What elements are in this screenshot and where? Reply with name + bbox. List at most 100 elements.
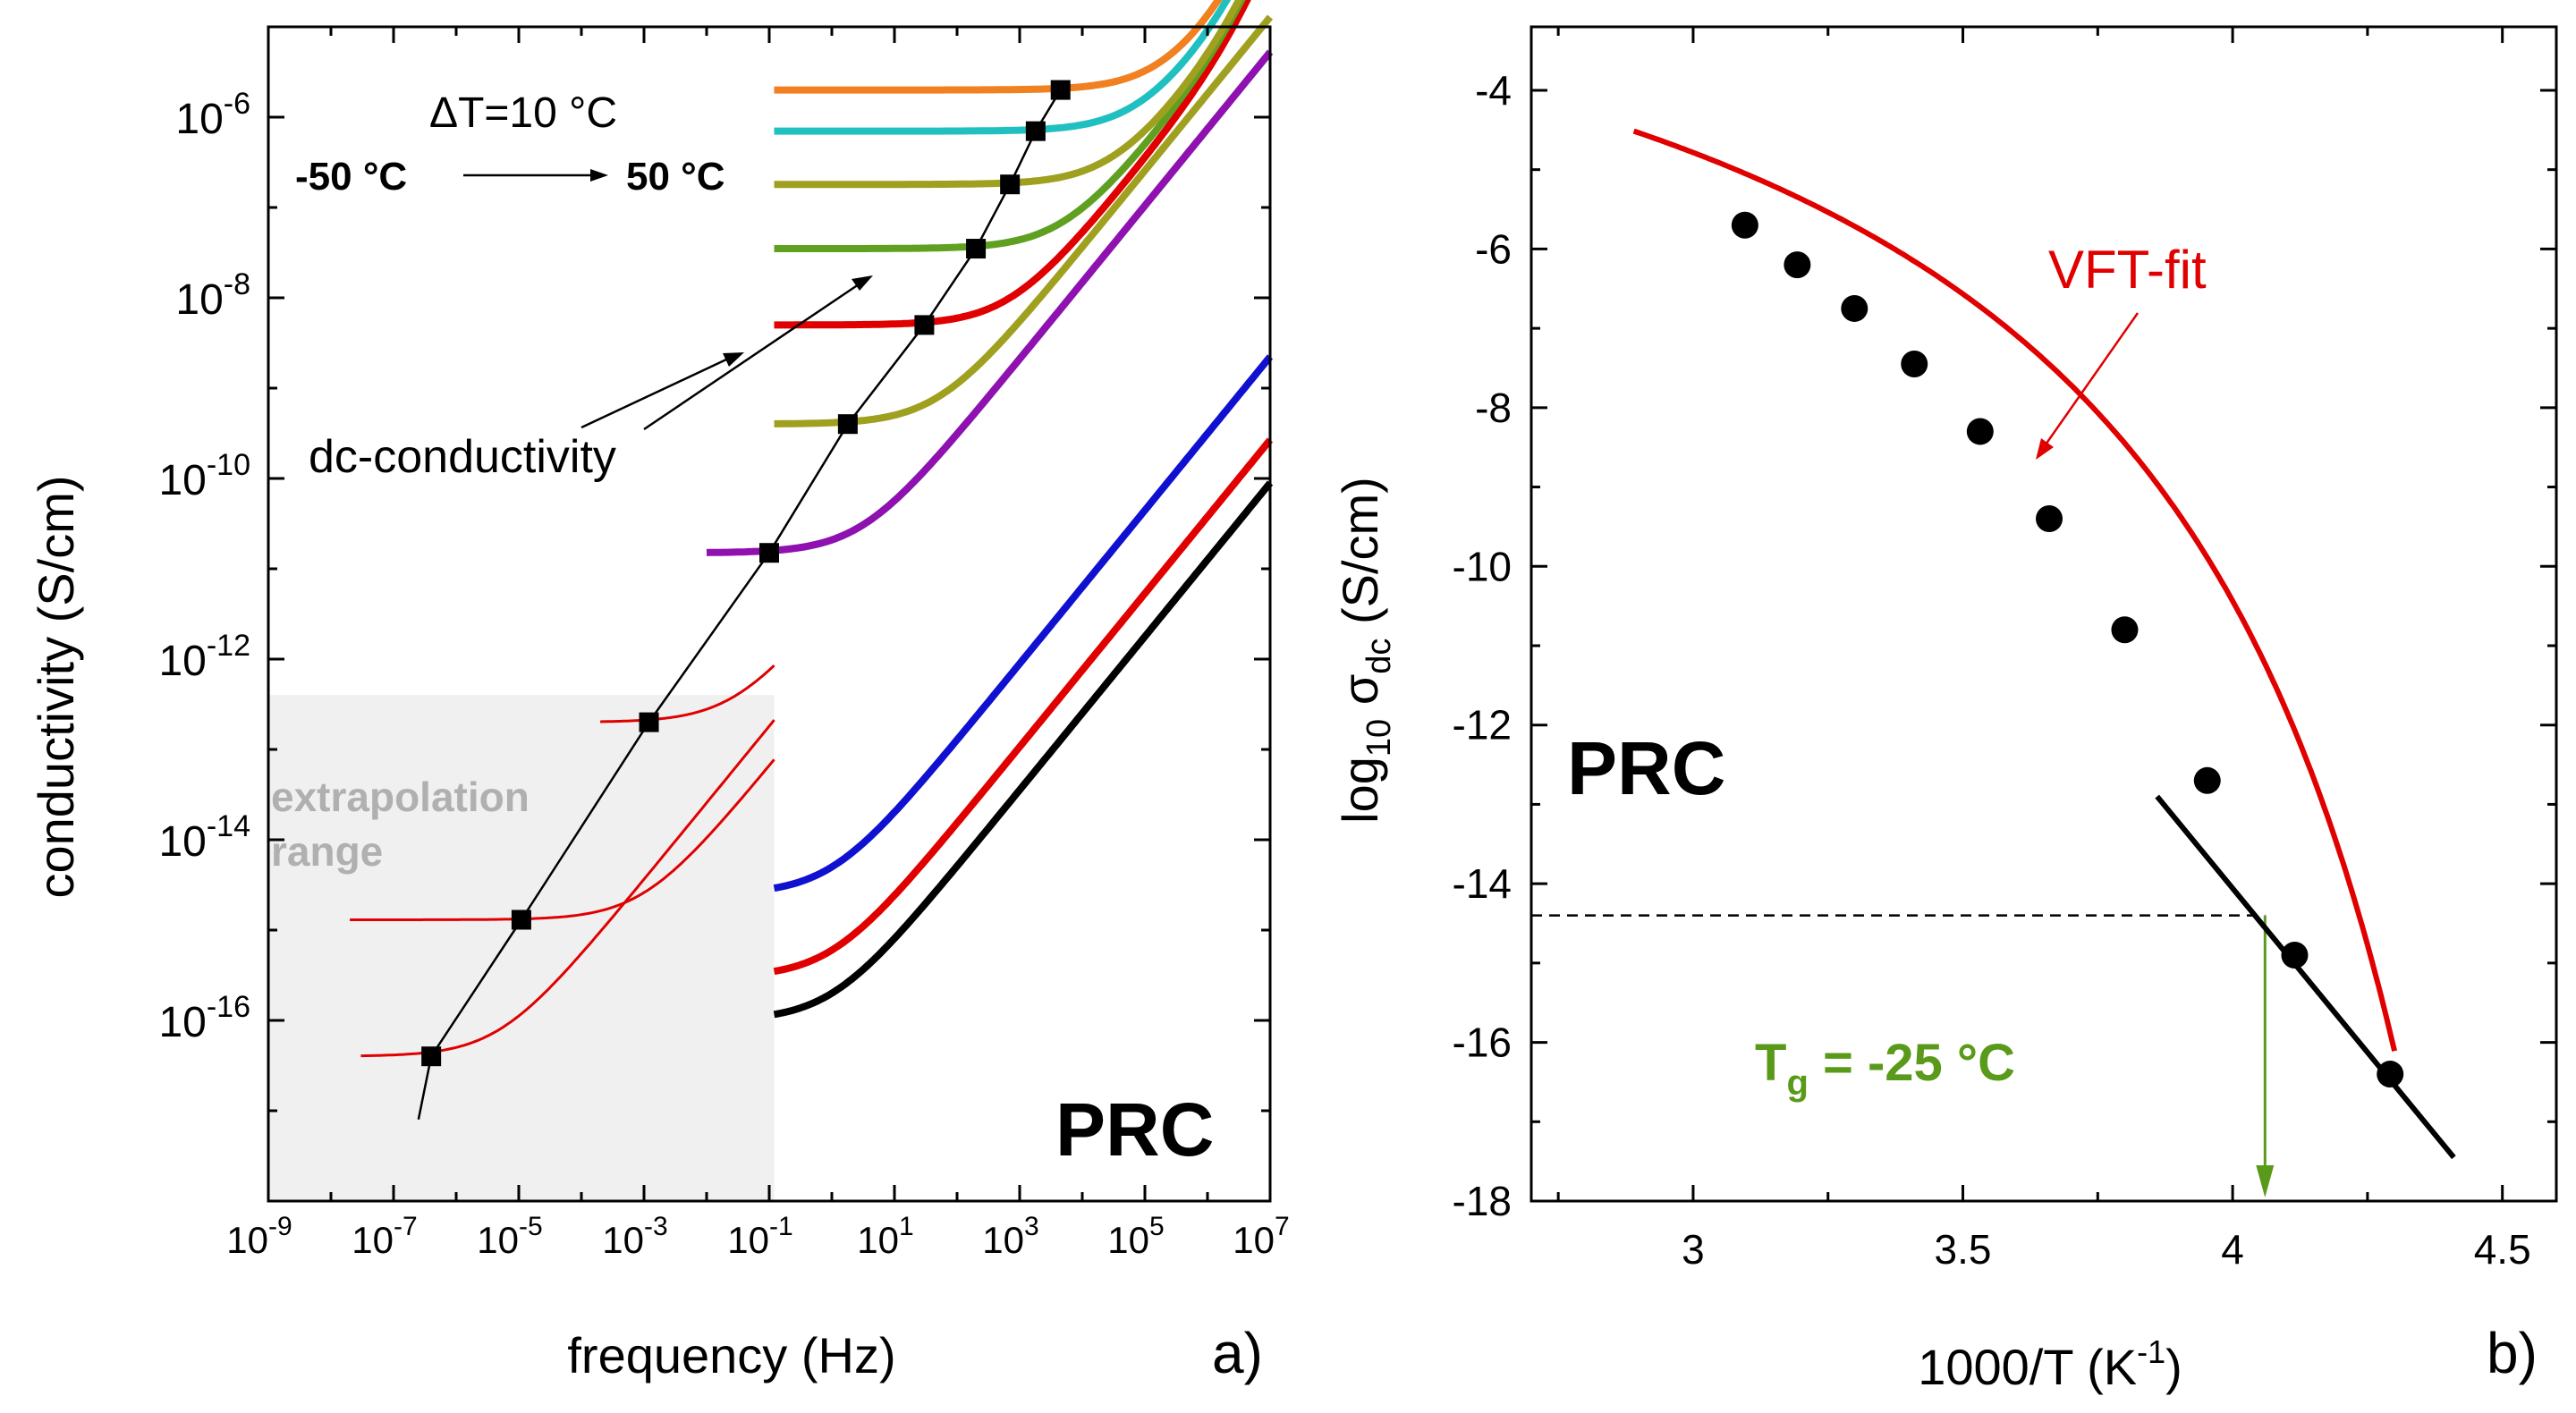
a-xtick-label-1: 10-7 — [352, 1212, 417, 1261]
a-ytick-label-3: 10-12 — [158, 629, 250, 685]
panel-a-xlabel: frequency (Hz) — [567, 1327, 895, 1383]
sigma-dc-point-9 — [2377, 1061, 2404, 1088]
dc-point-8 — [1025, 121, 1046, 141]
sigma-dc-point-5 — [2036, 505, 2063, 533]
curve-3 — [350, 758, 775, 921]
panel-b-xlabel-main: 1000/T (K — [1918, 1339, 2137, 1395]
curve-10 — [774, 0, 1246, 252]
b-ytick-label-7: -18 — [1453, 1178, 1512, 1224]
dc-arrow-1-head — [723, 352, 744, 367]
conductivity-curves — [350, 0, 1274, 1058]
a-xtick-label-3: 10-3 — [602, 1212, 667, 1261]
curve-0 — [773, 480, 1274, 1019]
vft-arrowhead — [2036, 438, 2054, 460]
tg-label-main: T — [1755, 1034, 1786, 1092]
panel-b-points — [1731, 211, 2404, 1088]
panel-b-sample-label: PRC — [1567, 726, 1725, 810]
panel-b: 3 3.5 4 4.5 -4 -6 -8 -10 -12 -14 -16 -18 1000/T (K-… — [1332, 25, 2558, 1395]
tg-label-rest: = -25 °C — [1809, 1034, 2015, 1092]
panel-b-xlabel-exp: -1 — [2137, 1333, 2165, 1370]
a-ytick-label-5: 10-16 — [158, 990, 250, 1046]
b-ytick-label-3: -10 — [1453, 543, 1512, 589]
dc-point-9 — [1050, 80, 1071, 100]
panel-a-label: a) — [1212, 1321, 1263, 1385]
a-xtick-label-4: 10-1 — [727, 1212, 792, 1261]
curve-11 — [774, 0, 1243, 189]
t-low-label: -50 °C — [295, 155, 407, 199]
vft-fit-curve — [1632, 128, 2398, 1052]
b-ytick-label-6: -16 — [1453, 1020, 1512, 1066]
panel-b-lines — [1531, 128, 2456, 1197]
dc-point-1 — [511, 910, 531, 930]
a-xtick-label-7: 105 — [1107, 1212, 1164, 1261]
extrapolation-range-shade — [268, 695, 775, 1201]
curve-4 — [773, 354, 1274, 893]
extrapolation-label-2: range — [271, 828, 383, 875]
a-ytick-label-2: 10-10 — [158, 448, 250, 504]
a-ytick-label-1: 10-8 — [175, 267, 250, 324]
panel-a-ticks: 10-9 10-7 10-5 10-3 10-1 101 103 105 107 10-6 10-8… — [158, 25, 1290, 1261]
sigma-dc-point-6 — [2111, 616, 2139, 644]
a-xtick-label-2: 10-5 — [477, 1212, 542, 1261]
panel-a-ylabel: conductivity (S/cm) — [28, 476, 84, 899]
curve-13 — [774, 0, 1223, 94]
tg-label-sub: g — [1786, 1063, 1808, 1103]
dc-arrow-2 — [643, 283, 860, 431]
b-xtick-label-3: 4.5 — [2474, 1226, 2531, 1273]
extrapolation-label-1: extrapolation — [271, 774, 530, 820]
dc-arrow-2-head — [852, 275, 873, 291]
panel-b-ylabel: log10 σdc (S/cm) — [1332, 477, 1398, 824]
sigma-dc-point-7 — [2193, 766, 2221, 794]
linear-fit-line — [2155, 794, 2456, 1160]
panel-b-xlabel: 1000/T (K-1) — [1918, 1333, 2182, 1395]
t-high-label: 50 °C — [626, 155, 725, 199]
b-xtick-label-0: 3 — [1682, 1226, 1705, 1273]
sigma-dc-point-2 — [1841, 294, 1868, 322]
b-ytick-label-2: -8 — [1475, 385, 1512, 431]
dc-point-2 — [639, 712, 659, 732]
dc-conductivity-trend — [417, 80, 1071, 1121]
sigma-dc-point-0 — [1731, 211, 1758, 239]
dc-point-6 — [966, 239, 987, 259]
a-xtick-label-6: 103 — [982, 1212, 1038, 1261]
dc-point-3 — [759, 543, 779, 563]
delta-t-label: ΔT=10 °C — [429, 89, 617, 137]
b-xtick-label-1: 3.5 — [1935, 1226, 1992, 1273]
tg-label: Tg = -25 °C — [1755, 1034, 2015, 1103]
a-xtick-label-8: 107 — [1233, 1212, 1289, 1261]
dc-arrow-1 — [580, 358, 727, 429]
dc-conductivity-label: dc-conductivity — [309, 431, 616, 483]
panel-b-ticks: 3 3.5 4 4.5 -4 -6 -8 -10 -12 -14 -16 -18 — [1453, 27, 2556, 1273]
curve-12 — [774, 0, 1232, 135]
sigma-dc-point-3 — [1901, 351, 1928, 378]
a-xtick-label-0: 10-9 — [226, 1212, 292, 1261]
dc-point-4 — [837, 414, 858, 435]
curve-2 — [773, 437, 1274, 976]
sigma-dc-point-8 — [2281, 941, 2309, 969]
sigma-dc-point-1 — [1784, 251, 1811, 279]
a-xtick-label-5: 101 — [857, 1212, 913, 1261]
dc-point-7 — [1000, 174, 1021, 195]
a-ytick-label-0: 10-6 — [175, 87, 250, 143]
dc-point-0 — [421, 1046, 442, 1067]
b-ytick-label-5: -14 — [1453, 860, 1512, 907]
curve-9 — [774, 0, 1251, 329]
panel-a: 10-9 10-7 10-5 10-3 10-1 101 103 105 107 10-6 10-8… — [28, 0, 1290, 1385]
tg-arrowhead — [2256, 1165, 2275, 1197]
b-ytick-label-0: -4 — [1475, 67, 1512, 114]
vft-fit-label: VFT-fit — [2048, 240, 2207, 300]
panel-a-sample-label: PRC — [1055, 1087, 1214, 1172]
curve-5 — [599, 664, 775, 723]
panel-b-border — [1530, 25, 2558, 1203]
b-ytick-label-4: -12 — [1453, 702, 1512, 749]
panel-b-label: b) — [2487, 1321, 2538, 1385]
curve-7 — [706, 49, 1274, 556]
sigma-dc-point-4 — [1966, 418, 1994, 445]
panel-b-frame — [1530, 25, 2558, 1203]
vft-arrow — [2042, 312, 2140, 448]
a-ytick-label-4: 10-14 — [158, 809, 250, 866]
dc-point-5 — [914, 315, 935, 335]
b-xtick-label-2: 4 — [2221, 1226, 2244, 1273]
b-ytick-label-1: -6 — [1475, 225, 1512, 272]
